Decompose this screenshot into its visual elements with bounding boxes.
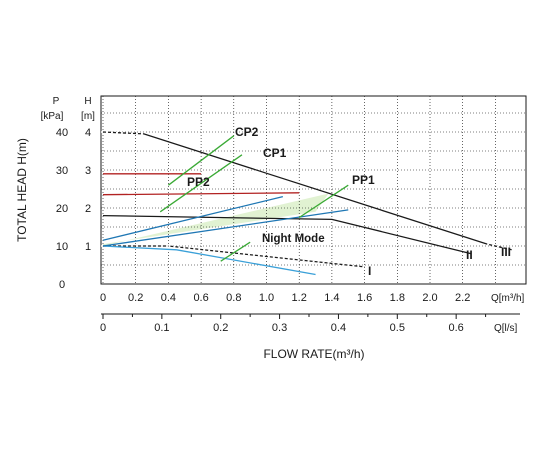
flow-m3h-tick-label: 1.8 — [390, 292, 405, 304]
kpa-tick-label: 30 — [56, 165, 68, 177]
kpa-tick-label: 40 — [56, 127, 68, 139]
leader-line — [159, 154, 243, 213]
curve-label-cp2: CP2 — [235, 125, 259, 139]
kpa-tick-label: 10 — [56, 241, 68, 253]
head-tick-label: 4 — [85, 127, 91, 139]
series-line — [102, 209, 349, 247]
flow-m3h-tick-label: 0 — [100, 292, 106, 304]
pressure-axis-title: P — [53, 96, 60, 107]
x-axis-title: FLOW RATE(m³/h) — [263, 347, 364, 361]
curve-label-pp2: PP2 — [187, 175, 210, 189]
flow-m3h-tick-label: 0.8 — [226, 292, 241, 304]
leader-line — [298, 184, 349, 219]
leader-line — [220, 241, 251, 262]
kpa-tick-label: 20 — [56, 203, 68, 215]
series-dash-start — [100, 131, 144, 135]
flow-ls-tick-label: 0.2 — [213, 322, 228, 334]
y-axis-title: TOTAL HEAD H(m) — [15, 138, 29, 242]
flow-ls-tick-label: 0.5 — [390, 322, 405, 334]
curve-label-cp1: CP1 — [263, 146, 287, 160]
flow-ls-axis-label: Q[l/s] — [494, 323, 518, 334]
curve-label-ii: II — [466, 248, 473, 262]
head-tick-label: 2 — [85, 203, 91, 215]
flow-m3h-tick-label: 0.4 — [161, 292, 176, 304]
curve-label-i: I — [368, 264, 371, 278]
flow-ls-tick-label: 0 — [100, 322, 106, 334]
pressure-axis-unit: [kPa] — [41, 111, 64, 122]
plot-frame — [100, 95, 527, 285]
flow-m3h-tick-label: 1.0 — [259, 292, 274, 304]
series-line — [102, 214, 472, 255]
kpa-tick-label: 0 — [59, 279, 65, 291]
series-line — [102, 192, 300, 196]
flow-m3h-tick-label: 0.2 — [128, 292, 143, 304]
flow-ls-tick-label: 0.1 — [154, 322, 169, 334]
head-tick-label: 3 — [85, 165, 91, 177]
curve-label-night-mode: Night Mode — [262, 233, 325, 245]
series-line — [102, 131, 512, 251]
series-dash-end — [487, 243, 512, 251]
leader-line — [168, 135, 235, 186]
series-line — [102, 195, 284, 241]
flow-ls-tick-label: 0.4 — [331, 322, 346, 334]
flow-ls-tick-label: 0.3 — [272, 322, 287, 334]
flow-m3h-axis-label: Q[m³/h] — [491, 293, 525, 304]
flow-m3h-tick-label: 2.2 — [455, 292, 470, 304]
flow-m3h-tick-label: 1.2 — [292, 292, 307, 304]
head-axis-title: H — [84, 96, 91, 107]
flow-m3h-tick-label: 0.6 — [193, 292, 208, 304]
flow-ls-tick-label: 0.6 — [449, 322, 464, 334]
series-line — [102, 245, 316, 276]
curve-label-iii: III — [501, 245, 511, 259]
head-axis-unit: [m] — [81, 111, 95, 122]
flow-m3h-tick-label: 2.0 — [422, 292, 437, 304]
curve-label-pp1: PP1 — [352, 173, 375, 187]
flow-m3h-tick-label: 1.4 — [324, 292, 339, 304]
head-tick-label: 1 — [85, 241, 91, 253]
flow-m3h-tick-label: 1.6 — [357, 292, 372, 304]
operating-area-fill — [103, 193, 329, 246]
